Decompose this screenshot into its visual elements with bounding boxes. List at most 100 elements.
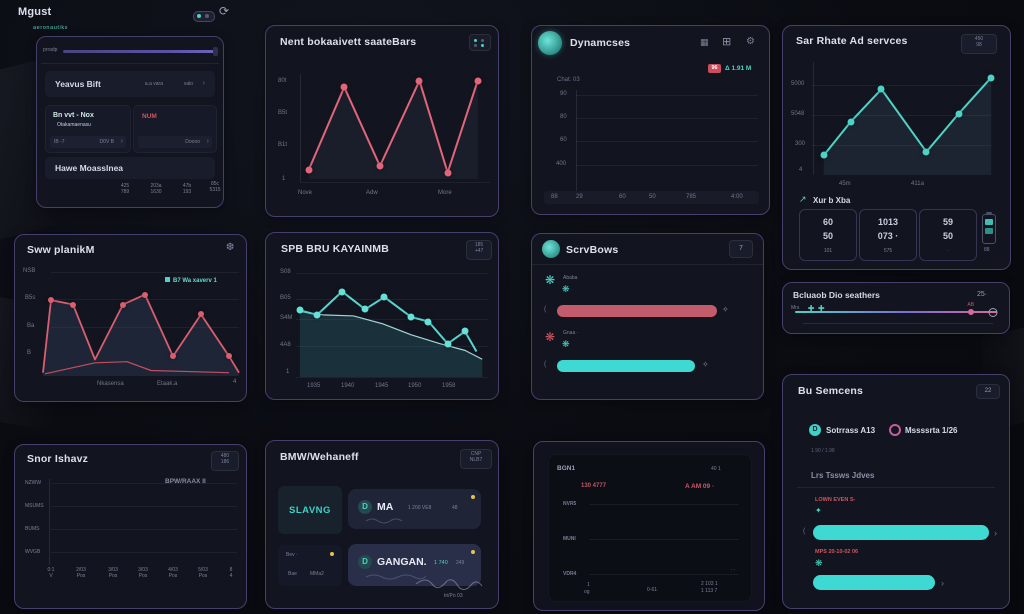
x-tick: Adw: [366, 190, 378, 196]
progress-bar-teal[interactable]: [557, 360, 695, 372]
card-menu-button[interactable]: 7: [729, 240, 753, 258]
data-point: [226, 353, 232, 360]
card-red-area-chart: Sww planikM ❆ NSB B5s Ba B B7 Wa xaverv …: [14, 234, 247, 402]
stat-item: 47b 193: [175, 183, 199, 195]
divider: [797, 487, 995, 488]
data-point: [407, 313, 415, 321]
x-tick: 4/03: [168, 567, 178, 573]
sparkle-icon[interactable]: ✧: [722, 305, 729, 314]
legend-label[interactable]: Sotrrass A13: [826, 426, 876, 435]
subcard-footer: IB -7 D0V B ›: [50, 136, 126, 148]
x-tick: 1945: [375, 383, 389, 389]
header-toggle[interactable]: [193, 11, 215, 22]
slider-handle-label: AB: [967, 302, 975, 308]
refresh-icon[interactable]: ⟳: [219, 4, 230, 18]
small-info-button[interactable]: Bev · Bae MMa2: [278, 545, 342, 586]
card-counter-badge[interactable]: CNP NLB7: [460, 449, 492, 469]
card-title: Nent bokaaivett saateBars: [280, 36, 417, 48]
row-label: MUNI: [563, 536, 576, 542]
button-meta: Bae: [288, 571, 297, 577]
dot-icon: [481, 44, 484, 47]
card-menu-button[interactable]: [469, 34, 491, 51]
delta-value: Δ 1.91 M: [725, 65, 752, 72]
faint-value: 1.90 / 1.98: [811, 448, 835, 454]
card-counter-badge[interactable]: 22: [976, 384, 1000, 399]
scrollbar-label: prradp: [43, 47, 58, 53]
data-point: [424, 318, 432, 325]
progress-bar-red[interactable]: [557, 305, 717, 317]
card-counter-badge[interactable]: 450 98: [961, 34, 997, 54]
card-sensors: Bu Semcens 22 D Sotrrass A13 Mssssrta 1/…: [782, 374, 1010, 609]
x-tick: Pos: [198, 573, 208, 579]
y-tick: 80t: [278, 78, 287, 84]
gridline: [51, 506, 237, 507]
x-tick: 1950: [408, 383, 422, 389]
slider-handle[interactable]: [967, 309, 974, 315]
slider-track[interactable]: [795, 311, 997, 313]
grid-icon[interactable]: ▦: [700, 37, 709, 47]
x-tick-group: 4/03 Pos: [161, 567, 185, 579]
y-tick: 5048: [791, 111, 805, 117]
x-tick: Pos: [76, 573, 86, 579]
x-tick: 411a: [911, 181, 924, 187]
card-title: ScrvBows: [566, 244, 619, 256]
card-counter-badge[interactable]: 185 +47: [466, 240, 492, 260]
gridline: [51, 552, 237, 553]
gangan-button[interactable]: D GANGAN. 1 740 249: [348, 544, 483, 591]
data-point: [338, 288, 346, 296]
scrollbar-thumb[interactable]: [213, 47, 218, 56]
card-services-chart: Sar Rhate Ad servces 450 98 5000 5048 30…: [782, 25, 1011, 270]
x-tick: Pos: [108, 573, 118, 579]
sensor-bar-2[interactable]: [813, 575, 935, 590]
stat-box[interactable]: 59 50 ·: [919, 209, 977, 261]
divider: [41, 63, 219, 64]
slider-handle-ring[interactable]: [988, 308, 998, 317]
x-tick-group: 0:1 V: [39, 567, 63, 579]
battery-segment: [985, 219, 993, 225]
card-title: Snor Ishavz: [27, 453, 89, 465]
subcard-left[interactable]: Bn vvt - Nox Otakamaenasu IB -7 D0V B ›: [45, 105, 131, 153]
button-meta: MMa2: [310, 571, 324, 577]
card-teal-trend-chart: SPB BRU KAYAINMB 185 +47 S08 B05 S4M 4A8…: [265, 232, 499, 400]
zigzag-line-chart: [301, 71, 489, 179]
app-logo-icon[interactable]: [538, 31, 562, 55]
y-label: WVGB: [25, 549, 41, 555]
slider-handle[interactable]: ✚: [807, 304, 815, 313]
legend-label[interactable]: Mssssrta 1/26: [905, 426, 958, 435]
data-point: [70, 301, 76, 308]
sparkle-icon[interactable]: ✧: [702, 360, 709, 369]
horizontal-scrollbar[interactable]: [63, 50, 215, 53]
chevron-right-icon[interactable]: ›: [994, 528, 997, 538]
card-footer-note: tri/Po 03: [444, 593, 463, 599]
data-point: [877, 85, 885, 93]
card-counter-badge[interactable]: 480 186: [211, 451, 239, 471]
stat-box[interactable]: 60 50 101: [799, 209, 857, 261]
chevron-right-icon[interactable]: ›: [941, 578, 944, 588]
chart-legend: B7 Wa xaverv 1: [165, 269, 217, 287]
gridline: [576, 165, 758, 166]
x-tick: V: [49, 573, 53, 579]
slider-handle[interactable]: ✚: [817, 304, 825, 313]
panel-title: BGN1: [557, 465, 576, 472]
status-badge: 96: [708, 64, 721, 73]
button-meta: 249: [456, 560, 465, 566]
window-icon[interactable]: ⊞: [722, 36, 732, 48]
ma-button[interactable]: D MA 1 200 VE8 48: [348, 489, 481, 529]
x-tick: More: [438, 190, 452, 196]
saving-button[interactable]: SLAVNG: [278, 486, 342, 534]
list-row-hawe[interactable]: Hawe Moasslnea: [45, 157, 215, 179]
row-label: VDR4: [563, 571, 577, 577]
chart-label: Chat: 03: [557, 77, 580, 83]
list-row-yeavus[interactable]: Yeavus Bift a.a vara valo ›: [45, 71, 215, 97]
range-slider[interactable]: Mrs ✚ ✚ AB: [791, 302, 998, 317]
row-line: [589, 539, 739, 540]
slider-left-label: Mrs: [791, 305, 800, 311]
gridline: [51, 299, 239, 300]
gear-icon[interactable]: ⚙: [746, 36, 755, 47]
badge-line: 185: [474, 242, 484, 248]
snowflake-icon[interactable]: ❆: [226, 242, 235, 253]
stat-box[interactable]: 1013 073 · 575: [859, 209, 917, 261]
row-title: Hawe Moasslnea: [55, 163, 124, 173]
subcard-right[interactable]: NUM Doooo ›: [133, 105, 217, 153]
sensor-bar-1[interactable]: [813, 525, 989, 540]
